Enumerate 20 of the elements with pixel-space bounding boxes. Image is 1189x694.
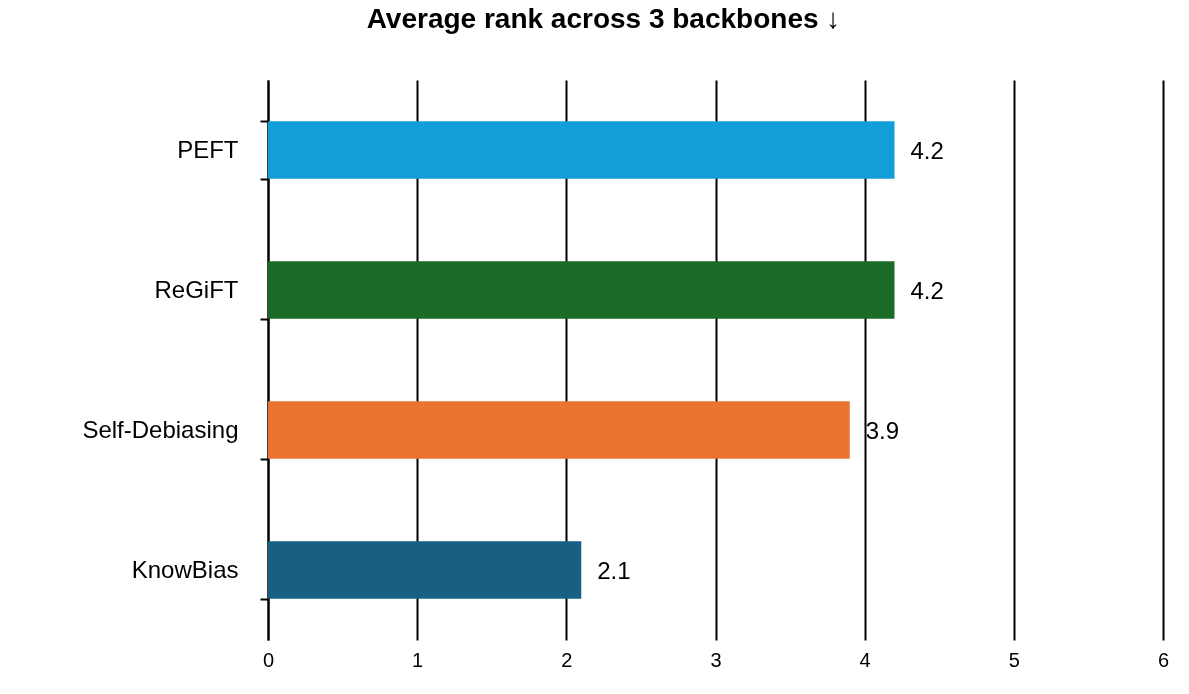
data-label: 4.2 <box>910 137 944 164</box>
x-tick-label: 2 <box>561 648 573 671</box>
bar <box>268 401 850 459</box>
chart-title: Average rank across 3 backbones ↓ <box>366 3 841 34</box>
x-tick-label: 4 <box>859 648 871 671</box>
bar <box>268 121 895 179</box>
bar <box>268 261 895 319</box>
x-tick-label: 3 <box>710 648 722 671</box>
x-tick-label: 1 <box>412 648 424 671</box>
bar <box>268 541 582 599</box>
x-tick-label: 0 <box>262 648 275 671</box>
data-label: 3.9 <box>865 417 900 444</box>
data-label: 4.2 <box>910 277 944 304</box>
y-tick-label: ReGiFT <box>154 275 239 303</box>
x-tick-label: 5 <box>1008 648 1020 671</box>
data-label: 2.1 <box>597 557 631 584</box>
y-tick-label: KnowBias <box>131 555 239 583</box>
y-tick-label: PEFT <box>177 135 239 163</box>
y-tick-label: Self-Debiasing <box>82 415 239 443</box>
x-tick-label: 6 <box>1157 648 1170 671</box>
